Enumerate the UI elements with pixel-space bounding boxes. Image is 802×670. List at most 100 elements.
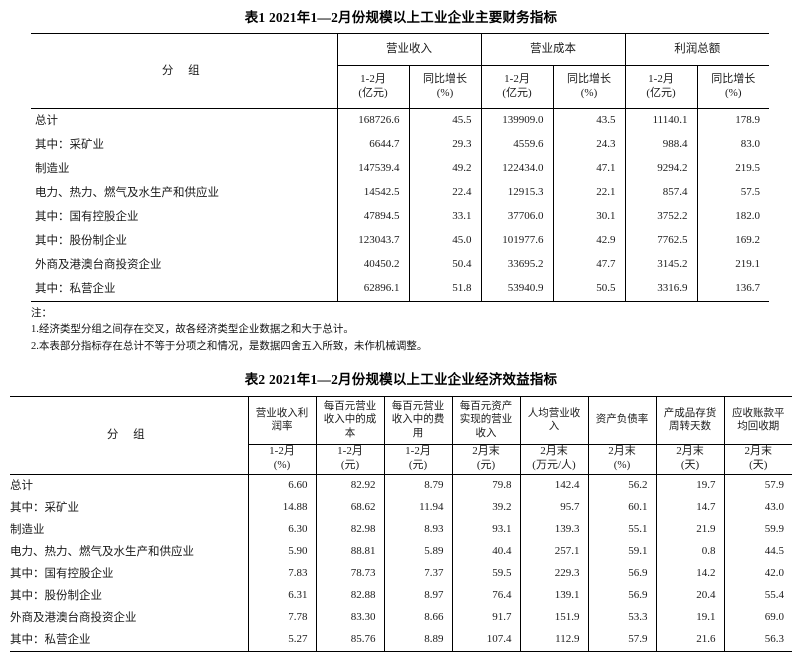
data-cell: 49.2 — [408, 157, 481, 181]
data-cell: 101977.6 — [480, 229, 553, 253]
table2-colheader-revenue-per-hundred-assets: 每百元资产实现的营业收入 — [451, 395, 520, 445]
table2-unit-period: 2月末 — [472, 444, 500, 457]
table2-unit-period: 2月末 — [540, 444, 568, 457]
data-cell: 30.1 — [552, 205, 625, 229]
data-cell: 33.1 — [408, 205, 481, 229]
table-row: 电力、热力、燃气及水生产和供应业 5.90 88.81 5.89 40.4 257.1 59… — [10, 541, 792, 564]
data-cell: 19.1 — [655, 607, 724, 630]
table-row: 其中：国有控股企业 47894.5 33.1 37706.0 30.1 3752.2 182… — [31, 205, 769, 229]
table-row: 总计 168726.6 45.5 139909.0 43.5 11140.1 178.9 — [31, 108, 769, 133]
data-cell: 6.31 — [247, 585, 316, 608]
table2-unit-cell: 2月末 (天) — [655, 444, 724, 476]
data-cell: 22.1 — [552, 181, 625, 205]
table1-notes: 注： 1.经济类型分组之间存在交叉，故各经济类型企业数据之和大于总计。 2.本表… — [31, 306, 802, 355]
note-item-2: 2.本表部分指标存在总计不等于分项之和情况，是数据四舍五入所致，未作机械调整。 — [31, 340, 428, 352]
table1-group-column-header: 分 组 — [31, 33, 337, 109]
row-label: 总计 — [35, 114, 58, 127]
data-cell: 78.73 — [315, 563, 384, 586]
table2-colheader-receivables-collection-period: 应收账款平均回收期 — [723, 395, 792, 445]
data-cell: 55.1 — [587, 519, 656, 542]
table-row: 其中：股份制企业 123043.7 45.0 101977.6 42.9 7762.5 16… — [31, 229, 769, 253]
table-row: 其中：采矿业 6644.7 29.3 4559.6 24.3 988.4 83.0 — [31, 133, 769, 157]
data-cell: 142.4 — [519, 474, 588, 498]
data-cell: 55.4 — [723, 585, 792, 608]
table-row: 总计 6.60 82.92 8.79 79.8 142.4 56.2 19.7 57.9 — [10, 474, 792, 498]
data-cell: 7762.5 — [624, 229, 697, 253]
table1-subheader-period: 同比增长 — [423, 73, 467, 86]
table2-unit-measure: (万元/人) — [532, 458, 576, 471]
table1-subheader-unit: (%) — [436, 87, 454, 99]
data-cell: 14.88 — [247, 497, 316, 520]
row-label: 其中：采矿业 — [10, 502, 79, 515]
data-cell: 8.93 — [383, 519, 452, 542]
data-cell: 12915.3 — [480, 181, 553, 205]
data-cell: 5.89 — [383, 541, 452, 564]
data-cell: 257.1 — [519, 541, 588, 564]
table1-header-row-groups: 分 组 营业收入 营业成本 利润总额 — [31, 33, 769, 109]
table1-subheader-period: 1-2月 — [360, 73, 386, 86]
note-item-1: 1.经济类型分组之间存在交叉，故各经济类型企业数据之和大于总计。 — [31, 324, 354, 336]
table2-title: 表2 2021年1—2月份规模以上工业企业经济效益指标 — [244, 371, 558, 387]
data-cell: 5.90 — [247, 541, 316, 564]
data-cell: 43.5 — [552, 108, 625, 133]
row-label: 其中：国有控股企业 — [35, 210, 139, 223]
table1-metric-group-revenue: 营业收入 — [336, 33, 481, 66]
data-cell: 93.1 — [451, 519, 520, 542]
data-cell: 47894.5 — [336, 205, 409, 229]
table1-subheader-period: 1-2月 — [504, 73, 530, 86]
data-cell: 47.1 — [552, 157, 625, 181]
data-cell: 45.5 — [408, 108, 481, 133]
data-cell: 39.2 — [451, 497, 520, 520]
table2-unit-period: 1-2月 — [337, 444, 363, 457]
table2-unit-period: 1-2月 — [405, 444, 431, 457]
data-cell: 139.3 — [519, 519, 588, 542]
data-cell: 9294.2 — [624, 157, 697, 181]
data-cell: 6644.7 — [336, 133, 409, 157]
table2-header-row-names: 分 组 营业收入利润率 每百元营业收入中的成本 每百元营业收入中的费用 每百元资… — [10, 395, 792, 476]
data-cell: 37706.0 — [480, 205, 553, 229]
row-label: 其中：私营企业 — [10, 629, 248, 653]
table2-body: 总计 6.60 82.92 8.79 79.8 142.4 56.2 19.7 57.9 其中：采… — [10, 474, 792, 653]
data-cell: 62896.1 — [336, 277, 409, 302]
data-cell: 229.3 — [519, 563, 588, 586]
data-cell: 59.5 — [451, 563, 520, 586]
data-cell: 219.5 — [696, 157, 769, 181]
data-cell: 76.4 — [451, 585, 520, 608]
data-cell: 14.7 — [655, 497, 724, 520]
table2-colheader-expense-per-hundred: 每百元营业收入中的费用 — [383, 395, 452, 445]
data-cell: 85.76 — [315, 629, 384, 653]
data-cell: 14.2 — [655, 563, 724, 586]
table-row: 外商及港澳台商投资企业 7.78 83.30 8.66 91.7 151.9 53.3 19.… — [10, 607, 792, 630]
table2-unit-cell: 1-2月 (元) — [383, 444, 452, 476]
row-label: 外商及港澳台商投资企业 — [35, 258, 162, 271]
data-cell: 7.78 — [247, 607, 316, 630]
data-cell: 3145.2 — [624, 253, 697, 277]
data-cell: 5.27 — [247, 629, 316, 653]
data-cell: 33695.2 — [480, 253, 553, 277]
data-cell: 91.7 — [451, 607, 520, 630]
data-cell: 44.5 — [723, 541, 792, 564]
data-cell: 40.4 — [451, 541, 520, 564]
data-cell: 3752.2 — [624, 205, 697, 229]
data-cell: 4559.6 — [480, 133, 553, 157]
data-cell: 7.83 — [247, 563, 316, 586]
data-cell: 178.9 — [696, 108, 769, 133]
table2-colheader-profit-margin: 营业收入利润率 — [247, 395, 316, 445]
data-cell: 169.2 — [696, 229, 769, 253]
table1-header: 分 组 营业收入 营业成本 利润总额 1-2月 (亿元) 同比增长 (%) 1-… — [31, 33, 769, 109]
data-cell: 20.4 — [655, 585, 724, 608]
table2-unit-measure: (天) — [680, 458, 700, 471]
table1-title: 表1 2021年1—2月份规模以上工业企业主要财务指标 — [244, 10, 558, 25]
table-row: 电力、热力、燃气及水生产和供应业 14542.5 22.4 12915.3 22.1 85… — [31, 181, 769, 205]
data-cell: 83.30 — [315, 607, 384, 630]
data-cell: 988.4 — [624, 133, 697, 157]
table2-header-row-units: 1-2月 (%) 1-2月 (元) 1-2月 (元) 2月末 (元) 2月末 — [10, 444, 792, 476]
row-label: 其中：采矿业 — [35, 138, 104, 151]
data-cell: 136.7 — [696, 277, 769, 302]
data-cell: 123043.7 — [336, 229, 409, 253]
data-cell: 857.4 — [624, 181, 697, 205]
table1-subheader-profit-growth: 同比增长 (%) — [696, 65, 769, 109]
data-cell: 82.98 — [315, 519, 384, 542]
table2-unit-period: 2月末 — [676, 444, 704, 457]
data-cell: 40450.2 — [336, 253, 409, 277]
